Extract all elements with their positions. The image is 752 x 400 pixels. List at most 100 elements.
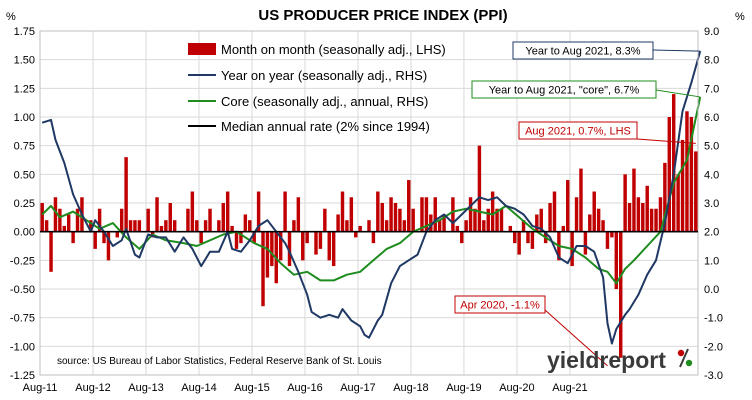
mom-bar <box>186 208 190 232</box>
mom-bar <box>265 231 270 278</box>
mom-bar <box>526 231 530 244</box>
mom-bar <box>623 174 627 232</box>
mom-bar <box>588 214 592 232</box>
mom-bar <box>398 208 402 232</box>
mom-bar <box>495 208 499 232</box>
legend-swatch-bar <box>188 43 216 55</box>
annotation-box <box>518 121 638 140</box>
mom-bar <box>62 225 67 232</box>
mom-bar <box>596 208 601 232</box>
mom-bar <box>539 208 543 232</box>
right-tick-label: 5.0 <box>704 141 719 153</box>
annotation-aug21: Aug 2021, 0.7%, LHS <box>518 121 696 144</box>
left-tick-label: -0.25 <box>10 255 35 267</box>
annotations: Year to Aug 2021, 8.3% Year to Aug 2021, … <box>454 41 701 367</box>
right-tick-label: 4.0 <box>704 169 719 181</box>
plot-frame <box>39 30 699 376</box>
percent-logo-icon <box>677 348 693 368</box>
annotation-leader <box>655 89 701 98</box>
mom-bar <box>460 231 464 244</box>
right-tick-label: 6.0 <box>704 112 719 124</box>
mom-bar <box>663 162 667 232</box>
left-tick-label: 0.25 <box>14 198 35 210</box>
mom-bar <box>327 231 331 261</box>
mom-bar <box>407 180 411 232</box>
mom-bar <box>331 231 336 267</box>
mom-bar <box>106 231 111 261</box>
mom-bar <box>561 225 566 232</box>
mom-bar <box>424 197 429 232</box>
mom-bar <box>473 208 477 232</box>
mom-bar <box>552 191 557 232</box>
mom-bar <box>521 220 526 232</box>
yoy-line <box>41 50 702 345</box>
mom-bar <box>442 214 446 232</box>
yieldreport-logo: yieldreport <box>547 347 693 373</box>
right-tick-label: 9.0 <box>704 26 719 38</box>
mom-bar <box>367 220 371 232</box>
right-tick-label: 8.0 <box>704 55 719 67</box>
source-note: source: US Bureau of Labor Statistics, F… <box>57 356 382 367</box>
left-tick-label: -0.50 <box>10 284 35 296</box>
mom-bar <box>451 197 455 232</box>
annotation-box <box>512 41 654 60</box>
mom-bar <box>102 231 106 244</box>
mom-bar <box>371 231 376 244</box>
mom-bar <box>464 220 468 232</box>
mom-bar <box>676 174 680 232</box>
mom-bar <box>168 203 172 232</box>
mom-bar <box>115 231 119 238</box>
mom-bar <box>694 151 698 232</box>
right-tick-label: 0.0 <box>704 284 719 296</box>
mom-bar <box>384 220 389 232</box>
mom-bar <box>261 231 265 307</box>
x-tick-label: Aug-14 <box>181 382 216 394</box>
mom-bar <box>49 231 53 272</box>
mom-bar <box>301 231 305 261</box>
mom-bar <box>217 220 221 232</box>
mom-bar <box>124 157 128 232</box>
legend-label: Month on month (seasonally adj., LHS) <box>221 42 446 57</box>
mom-bar <box>239 231 243 244</box>
mom-bar <box>58 208 62 232</box>
mom-bar <box>499 208 504 232</box>
mom-bar <box>402 220 407 232</box>
bar-series <box>40 94 698 358</box>
mom-bar <box>627 203 632 232</box>
right-tick-label: -3.0 <box>704 370 723 382</box>
x-tick-label: Aug-20 <box>499 382 534 394</box>
mom-bar <box>278 231 283 261</box>
mom-bar <box>411 208 415 232</box>
annotation-text: Aug 2021, 0.7%, LHS <box>525 126 631 138</box>
mom-bar <box>389 197 393 232</box>
legend: Month on month (seasonally adj., LHS) Yea… <box>188 42 446 134</box>
mom-bar <box>610 231 614 238</box>
mom-bar <box>649 208 654 232</box>
x-tick-label: Aug-12 <box>75 382 110 394</box>
annotation-box <box>454 295 546 314</box>
mom-bar <box>393 203 398 232</box>
mom-bar <box>203 220 208 232</box>
mom-bar <box>323 208 327 232</box>
mom-bar <box>455 225 460 232</box>
mom-bar <box>535 214 539 232</box>
right-tick-label: 7.0 <box>704 83 719 95</box>
mom-bar <box>89 220 93 232</box>
mom-bar <box>685 111 689 232</box>
mom-bar <box>248 220 252 232</box>
mom-bar <box>517 231 521 255</box>
mom-bar <box>195 220 199 232</box>
mom-bar <box>468 197 473 232</box>
mom-bar <box>75 208 80 232</box>
mom-bar <box>486 208 490 232</box>
mom-bar <box>318 231 323 249</box>
left-tick-label: 1.00 <box>14 112 35 124</box>
mom-bar <box>433 197 437 232</box>
mom-bar <box>349 197 354 232</box>
mom-bar <box>292 220 296 232</box>
mom-bar <box>641 203 645 232</box>
mom-bar <box>636 197 641 232</box>
mom-bar <box>225 191 230 232</box>
mom-bar <box>437 220 442 232</box>
